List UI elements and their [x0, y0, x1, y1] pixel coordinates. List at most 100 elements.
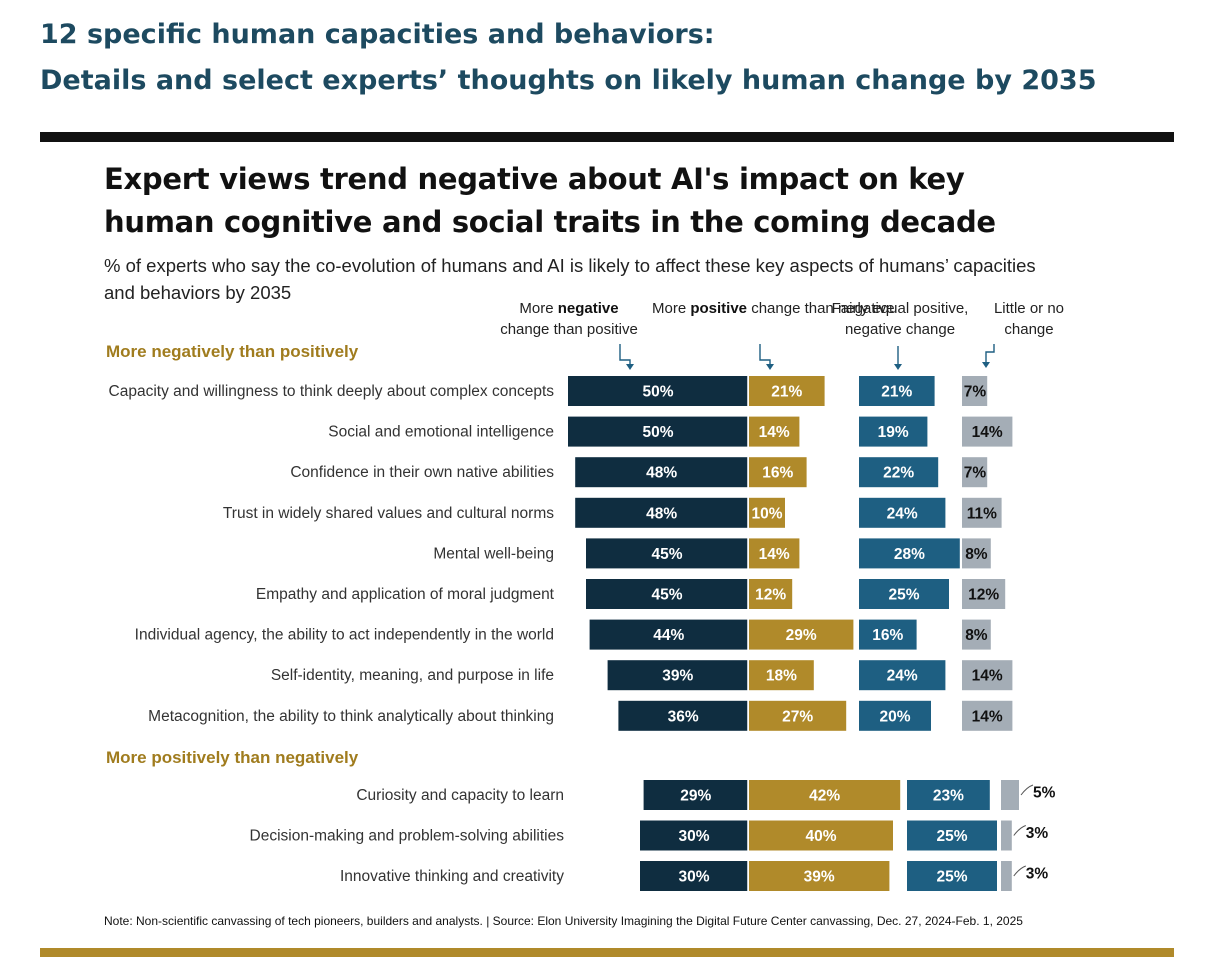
bar-negative	[589, 619, 748, 650]
category-label: Capacity and willingness to think deeply…	[109, 383, 555, 400]
data-label-equal: 28%	[894, 546, 925, 563]
page-heading-line-2: Details and select experts’ thoughts on …	[40, 65, 1097, 96]
bar-positive	[749, 538, 800, 569]
category-label: Confidence in their own native abilities	[290, 464, 554, 481]
data-label-equal: 16%	[872, 627, 903, 644]
data-label-little: 5%	[1033, 785, 1056, 802]
page-heading: 12 specific human capacities and behavio…	[40, 12, 1190, 104]
source-note: Note: Non-scientific canvassing of tech …	[104, 914, 1023, 928]
bar-little	[962, 579, 1006, 609]
bar-equal	[859, 497, 946, 528]
data-label-positive: 27%	[782, 708, 813, 725]
data-label-positive: 14%	[759, 546, 790, 563]
bar-negative	[575, 497, 748, 528]
data-label-equal: 25%	[936, 828, 967, 845]
bar-negative	[575, 457, 748, 488]
legend-negative: More negative change than positive	[500, 300, 638, 338]
bar-little	[1001, 780, 1019, 810]
leader-line	[1013, 865, 1026, 877]
bar-positive	[749, 700, 847, 731]
data-label-little: 7%	[964, 384, 987, 401]
bar-equal	[907, 820, 997, 851]
data-label-little: 14%	[972, 424, 1003, 441]
data-label-negative: 48%	[646, 465, 677, 482]
bar-little	[962, 700, 1013, 731]
bar-positive	[749, 376, 825, 406]
top-divider	[40, 132, 1174, 142]
data-label-negative: 44%	[653, 627, 684, 644]
bar-positive	[749, 861, 890, 891]
data-label-negative: 39%	[662, 668, 693, 685]
legend-arrow-little	[985, 344, 995, 362]
chart-subtitle: % of experts who say the co-evolution of…	[104, 255, 1036, 303]
data-label-positive: 16%	[762, 465, 793, 482]
legend-arrowhead-little	[982, 362, 990, 368]
legend-arrowhead-negative	[626, 364, 634, 370]
category-label: Self-identity, meaning, and purpose in l…	[271, 667, 554, 684]
data-label-negative: 50%	[642, 424, 673, 441]
data-label-negative: 30%	[678, 869, 709, 886]
category-label: Trust in widely shared values and cultur…	[223, 505, 554, 522]
bar-little	[962, 538, 991, 569]
category-label: Empathy and application of moral judgmen…	[256, 586, 555, 603]
category-label: Decision-making and problem-solving abil…	[250, 828, 565, 845]
data-label-equal: 19%	[878, 424, 909, 441]
legend-arrow-positive	[759, 344, 771, 364]
data-label-negative: 45%	[651, 546, 682, 563]
section-heading-negative: More negatively than positively	[106, 342, 359, 361]
bottom-divider	[40, 948, 1174, 957]
data-label-positive: 42%	[809, 788, 840, 805]
data-label-negative: 50%	[642, 384, 673, 401]
data-label-negative: 29%	[680, 788, 711, 805]
bar-equal	[859, 416, 928, 447]
bar-positive	[749, 820, 893, 851]
data-label-positive: 14%	[759, 424, 790, 441]
data-label-little: 3%	[1026, 825, 1049, 842]
bar-equal	[859, 538, 960, 569]
chart-title: Expert views trend negative about AI's i…	[104, 162, 996, 239]
bar-little	[1001, 820, 1012, 851]
bar-positive	[749, 579, 793, 609]
data-label-equal: 21%	[881, 384, 912, 401]
data-label-negative: 45%	[651, 587, 682, 604]
data-label-little: 14%	[972, 708, 1003, 725]
category-label: Metacognition, the ability to think anal…	[148, 708, 554, 725]
bar-equal	[859, 619, 917, 650]
legend-arrowhead-equal	[894, 364, 902, 370]
bar-positive	[749, 416, 800, 447]
bar-negative	[568, 376, 748, 406]
bar-little	[962, 376, 988, 406]
category-label: Individual agency, the ability to act in…	[135, 627, 554, 644]
bar-positive	[749, 619, 854, 650]
legend-equal: Fairly equal positive, negative change	[831, 300, 969, 338]
data-label-negative: 48%	[646, 505, 677, 522]
data-label-positive: 29%	[786, 627, 817, 644]
bar-equal	[907, 780, 990, 810]
data-label-little: 8%	[965, 546, 988, 563]
data-label-positive: 18%	[766, 668, 797, 685]
data-label-positive: 21%	[771, 384, 802, 401]
leader-line	[1013, 825, 1026, 836]
legend-positive: More positive change than negative	[652, 300, 895, 317]
category-label: Mental well-being	[433, 545, 554, 562]
data-label-equal: 24%	[887, 668, 918, 685]
legend-arrowhead-positive	[766, 364, 774, 370]
data-label-little: 14%	[972, 668, 1003, 685]
bar-negative	[618, 700, 748, 731]
data-label-equal: 25%	[936, 869, 967, 886]
data-label-equal: 20%	[879, 708, 910, 725]
bar-positive	[749, 660, 814, 691]
bar-negative	[640, 820, 748, 851]
data-label-positive: 12%	[755, 587, 786, 604]
data-label-positive: 40%	[805, 828, 836, 845]
legend-little: Little or no change	[993, 300, 1065, 338]
bar-negative	[640, 861, 748, 891]
bar-negative	[643, 780, 748, 810]
data-label-equal: 23%	[933, 788, 964, 805]
leader-line	[1020, 784, 1034, 796]
page-heading-line-1: 12 specific human capacities and behavio…	[40, 19, 715, 50]
bar-negative	[607, 660, 748, 691]
bar-negative	[586, 538, 748, 569]
bar-little	[962, 457, 988, 488]
